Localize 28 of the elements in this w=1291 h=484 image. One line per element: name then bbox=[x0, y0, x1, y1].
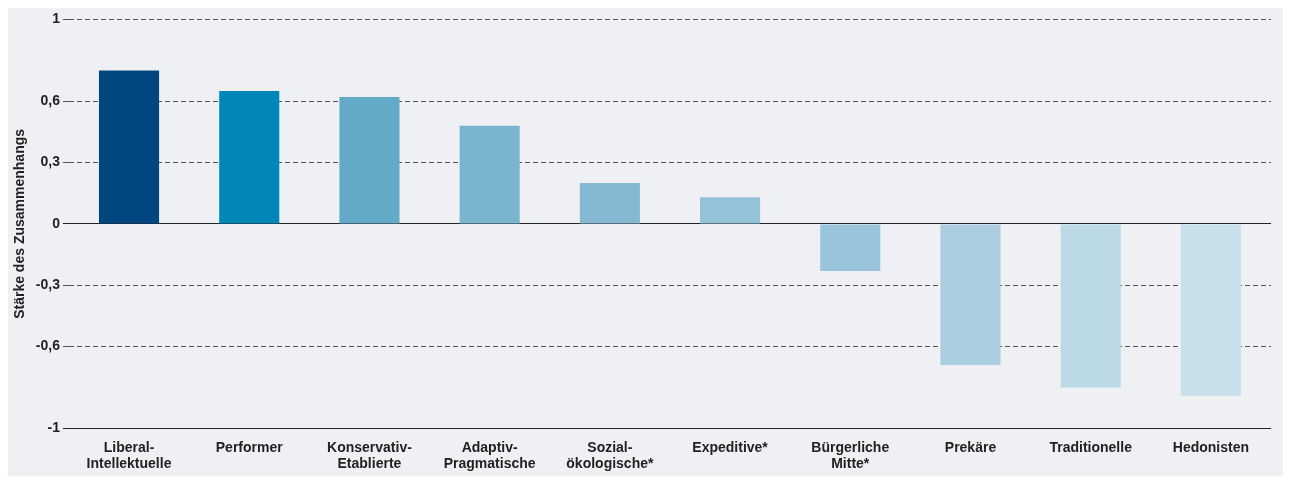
bar bbox=[339, 97, 400, 224]
x-tick-label: Traditionelle bbox=[1049, 438, 1133, 455]
x-tick-label: Prekäre bbox=[944, 438, 997, 455]
x-tick-label: Liberal- Intellektuelle bbox=[86, 438, 172, 472]
bar bbox=[1060, 224, 1121, 388]
y-tick-label: 0,3 bbox=[40, 153, 61, 170]
x-tick-label: Hedonisten bbox=[1172, 438, 1250, 455]
x-tick-label: Performer bbox=[215, 438, 284, 455]
y-tick-label: -0,6 bbox=[35, 337, 61, 354]
bar bbox=[579, 183, 640, 224]
x-tick-label: Expeditive* bbox=[692, 438, 769, 455]
bar bbox=[820, 224, 881, 271]
bar bbox=[219, 90, 280, 224]
y-tick-label: -0,3 bbox=[35, 276, 61, 293]
y-tick-label: 0,6 bbox=[40, 92, 61, 109]
x-tick-label: Adaptiv- Pragmatische bbox=[443, 438, 536, 472]
bar bbox=[98, 70, 160, 224]
y-axis-title: Stärke des Zusammenhangs bbox=[11, 128, 28, 319]
bar bbox=[700, 197, 761, 224]
x-tick-label: Konservativ- Etablierte bbox=[327, 438, 413, 472]
bar bbox=[1180, 224, 1241, 396]
y-tick-label: 1 bbox=[52, 10, 61, 27]
x-tick-label: Bürgerliche Mitte* bbox=[811, 438, 890, 472]
bar bbox=[459, 125, 520, 224]
bar bbox=[940, 224, 1001, 366]
x-tick-label: Sozial- ökologische* bbox=[566, 438, 654, 472]
y-tick-label: 0 bbox=[52, 214, 61, 231]
y-tick-label: -1 bbox=[47, 419, 61, 436]
